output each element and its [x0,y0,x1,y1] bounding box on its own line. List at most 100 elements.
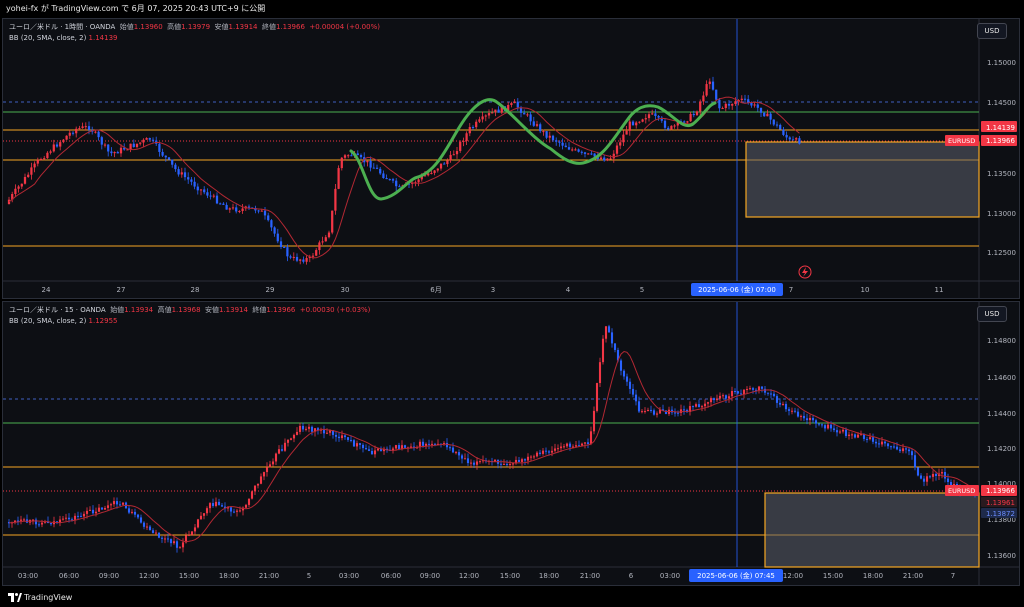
candle-body [558,141,561,143]
candle-body [407,183,411,185]
candle-body [772,119,775,125]
candle-body [364,448,368,450]
candle-body [472,462,476,465]
candle-body [307,426,311,429]
time-tick: 18:00 [863,572,883,580]
candle-body [500,106,503,113]
candle-body [40,522,44,525]
candle-body [545,131,548,138]
candle-body [733,391,737,393]
candle-body [265,467,269,473]
candle-body [688,406,692,413]
candle-body [151,530,155,533]
time-tick: 10 [861,286,870,294]
candle-body [202,513,206,516]
crosshair-time-label: 2025-06-06 (金) 07:45 [697,571,775,580]
candle-body [78,128,81,130]
candle-body [559,446,563,449]
candle-body [215,195,219,204]
candle-body [535,452,539,457]
candle-body [519,107,523,113]
chart-pane-15m[interactable]: 1.14800 1.14600 1.14400 1.14200 1.14000 … [2,301,1020,586]
bb-value-badge: 1.13961 [986,499,1015,507]
candle-body [946,478,950,483]
candle-body [808,417,812,421]
candle-body [20,183,23,187]
candle-body [273,227,276,234]
candle-body [740,98,743,100]
candle-body [880,441,884,445]
time-tick: 6月 [430,286,441,294]
candle-body [750,102,753,106]
price-tick: 1.13800 [987,516,1016,524]
time-tick: 09:00 [420,572,440,580]
time-tick: 5 [307,572,311,580]
bb-legend[interactable]: BB (20, SMA, close, 2) 1.12955 [9,317,118,325]
symbol-legend[interactable]: ユーロ／米ドル · 15 · OANDA 始値1.13934 高値1.13968… [9,306,371,314]
candle-body [542,131,545,133]
candle-body [517,459,521,462]
symbol-legend[interactable]: ユーロ／米ドル · 1時間 · OANDA 始値1.13960 高値1.1397… [9,23,380,31]
chart-canvas-1h[interactable]: 1.15000 1.14500 1.13500 1.13000 1.12500 … [3,19,1019,298]
candle-body [347,155,350,157]
bb-legend[interactable]: BB (20, SMA, close, 2) 1.14139 [9,34,118,42]
candle-body [568,443,572,447]
candle-body [907,449,911,452]
time-tick: 03:00 [660,572,680,580]
candle-body [39,159,43,161]
candle-body [180,172,183,175]
candle-body [132,143,135,147]
candle-body [340,435,344,439]
candle-body [411,182,414,184]
candle-body [782,129,785,135]
currency-button[interactable]: USD [977,306,1007,322]
candle-body [628,121,631,131]
candle-body [436,443,440,445]
candle-body [30,167,33,175]
candle-body [567,147,571,150]
candle-body [826,424,830,429]
bb-value-badge: 1.14139 [986,124,1015,132]
candle-body [394,445,398,449]
candle-body [651,113,654,115]
currency-button[interactable]: USD [977,23,1007,39]
time-tick: 21:00 [903,572,923,580]
candle-body [276,233,279,242]
candle-body [790,410,794,412]
candle-body [683,121,686,123]
candle-body [166,538,170,540]
time-tick: 30 [341,286,350,294]
candle-body [734,101,737,104]
candle-body [19,519,23,521]
candle-body [564,145,567,148]
candle-body [811,417,815,421]
candle-body [409,446,413,448]
chart-canvas-15m[interactable]: 1.14800 1.14600 1.14400 1.14200 1.14000 … [3,302,1019,585]
candle-body [616,349,620,361]
candle-body [331,210,334,233]
time-tick: 06:00 [59,572,79,580]
candle-body [592,410,596,432]
chart-pane-1h[interactable]: 1.15000 1.14500 1.13500 1.13000 1.12500 … [2,18,1020,299]
candle-body [16,520,20,522]
candle-body [637,401,641,412]
candle-body [820,424,824,426]
candle-body [625,130,628,135]
candle-body [315,250,318,256]
candle-body [190,179,193,182]
candle-body [289,256,292,258]
candle-body [238,510,242,512]
candle-body [448,447,452,449]
candle-body [757,386,761,391]
candle-body [262,472,266,477]
time-tick: 03:00 [18,572,38,580]
candle-body [109,504,113,506]
price-tick: 1.12500 [987,249,1016,257]
candle-body [100,137,103,145]
candle-body [106,505,110,508]
candle-body [736,391,740,394]
candle-body [676,121,679,126]
candle-body [14,188,17,194]
candle-body [412,446,416,448]
candle-body [171,159,174,165]
